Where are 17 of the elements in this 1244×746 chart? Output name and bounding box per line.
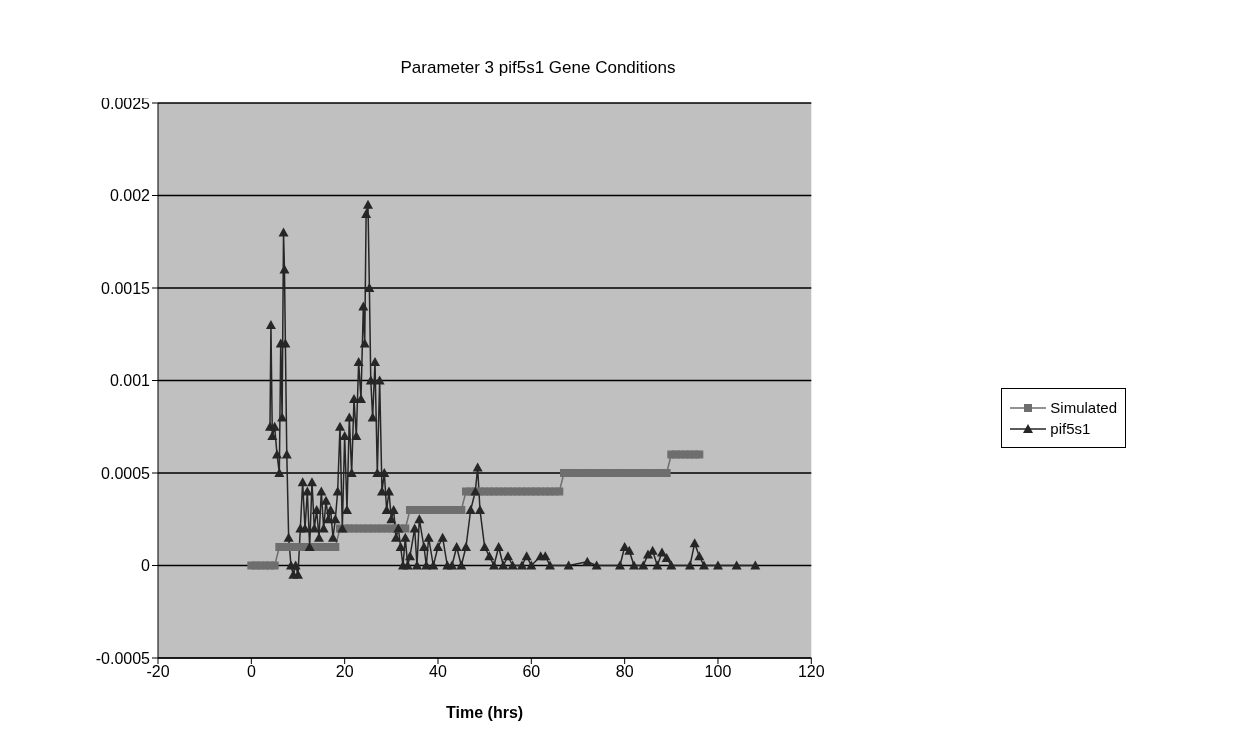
legend-label: Simulated	[1050, 399, 1117, 416]
y-tick-label: 0.0015	[101, 279, 151, 297]
x-tick-label: 60	[522, 663, 541, 681]
y-tick-label: 0	[141, 557, 151, 575]
x-tick-label: 100	[704, 663, 732, 681]
chart-title: Parameter 3 pif5s1 Gene Conditions	[399, 58, 677, 78]
y-tick-label: 0.0025	[101, 94, 151, 112]
x-tick-label: 80	[615, 663, 634, 681]
legend-label: pif5s1	[1050, 420, 1091, 437]
x-tick-label: 0	[246, 663, 256, 681]
y-tick-label: 0.002	[109, 187, 151, 205]
y-tick-label: 0.001	[109, 372, 151, 390]
x-axis-title: Time (hrs)	[446, 704, 524, 721]
y-tick-label: 0.0005	[101, 464, 151, 482]
x-tick-label: 20	[335, 663, 354, 681]
x-tick-label: 120	[797, 663, 825, 681]
x-tick-label: 40	[429, 663, 447, 681]
